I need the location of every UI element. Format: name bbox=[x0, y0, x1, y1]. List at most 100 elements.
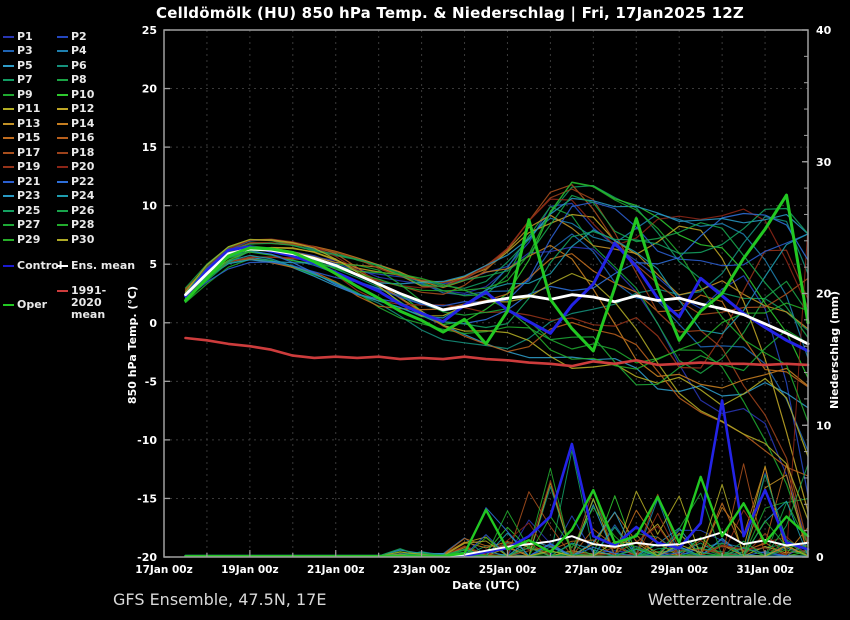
legend-item-climate-mean-color-dash bbox=[57, 290, 68, 292]
legend-panel: P1 P2 P3 P4 P5 P6 P7 P8 P9 P10 P11 P12 P13 P14 P15 P16 P… bbox=[3, 0, 135, 330]
ytick-left-20: 20 bbox=[142, 83, 158, 96]
legend-item-p9-label: P9 bbox=[17, 87, 33, 101]
member-precip-P11 bbox=[185, 465, 809, 557]
ytick-left--10: -10 bbox=[137, 434, 157, 447]
member-temp-P22 bbox=[184, 212, 809, 325]
legend-item-climate-mean: 1991-2020 mean bbox=[57, 285, 135, 321]
legend-item-p22-color-dash bbox=[57, 180, 68, 183]
member-temp-P20 bbox=[184, 198, 809, 309]
xtick-23Jan-00z: 23Jan 00z bbox=[393, 564, 450, 576]
legend-item-p19-label: P19 bbox=[17, 160, 41, 173]
legend-item-p8-label: P8 bbox=[71, 73, 87, 86]
series-climate-mean-temp bbox=[184, 336, 810, 368]
legend-item-p28-label: P28 bbox=[71, 218, 95, 231]
legend-item-p20-label: P20 bbox=[71, 160, 95, 173]
legend-item-p24-color-dash bbox=[57, 195, 68, 197]
legend-item-climate-mean-label: 1991-2020 mean bbox=[71, 284, 107, 321]
legend-item-p2-label: P2 bbox=[71, 29, 87, 43]
ytick-left-25: 25 bbox=[142, 24, 157, 37]
legend-item-p6-label: P6 bbox=[71, 58, 87, 72]
legend-item-p9-color-dash bbox=[3, 93, 14, 96]
x-axis-title: Date (UTC) bbox=[452, 579, 520, 592]
legend-item-p1: P1 bbox=[3, 30, 33, 43]
legend-item-p26-label: P26 bbox=[71, 203, 95, 217]
member-temp-P30 bbox=[184, 238, 809, 521]
legend-item-p29-color-dash bbox=[3, 238, 14, 241]
legend-item-oper-label: Oper bbox=[17, 297, 48, 311]
legend-item-p30-label: P30 bbox=[71, 232, 95, 246]
legend-item-p2: P2 bbox=[57, 30, 87, 43]
legend-item-p8-color-dash bbox=[57, 79, 68, 81]
ytick-right-30: 30 bbox=[816, 156, 832, 169]
ytick-left-10: 10 bbox=[142, 200, 158, 213]
ytick-left-5: 5 bbox=[149, 258, 157, 271]
ytick-right-20: 20 bbox=[816, 288, 832, 301]
legend-item-p12-label: P12 bbox=[71, 102, 95, 115]
legend-item-p17: P17 bbox=[3, 146, 40, 159]
legend-item-p20: P20 bbox=[57, 161, 94, 174]
legend-item-p26-color-dash bbox=[57, 209, 68, 212]
member-precip-P26 bbox=[185, 463, 809, 557]
legend-item-p19-color-dash bbox=[3, 166, 14, 168]
legend-item-p7-label: P7 bbox=[17, 73, 33, 86]
legend-item-p12: P12 bbox=[57, 103, 94, 116]
legend-item-p2-color-dash bbox=[57, 35, 68, 38]
series-oper-precip bbox=[184, 475, 810, 558]
legend-item-p18: P18 bbox=[57, 146, 94, 159]
legend-item-p1-label: P1 bbox=[17, 29, 33, 43]
series-oper-temp bbox=[184, 193, 810, 353]
legend-item-p22-label: P22 bbox=[71, 174, 95, 188]
member-temp-P11 bbox=[184, 247, 809, 458]
ytick-right-10: 10 bbox=[816, 419, 832, 432]
y-axis-title-right: Niederschlag (mm) bbox=[828, 291, 841, 409]
legend-item-p27-label: P27 bbox=[17, 218, 41, 231]
legend-item-p26: P26 bbox=[57, 204, 94, 217]
legend-item-p14: P14 bbox=[57, 117, 94, 130]
legend-item-p16-color-dash bbox=[57, 137, 68, 139]
member-temp-P14 bbox=[184, 239, 809, 389]
legend-item-p10: P10 bbox=[57, 88, 94, 101]
legend-item-p20-color-dash bbox=[57, 166, 68, 168]
xtick-27Jan-00z: 27Jan 00z bbox=[565, 564, 622, 576]
legend-item-p13-label: P13 bbox=[17, 116, 41, 130]
xtick-29Jan-00z: 29Jan 00z bbox=[650, 564, 707, 576]
legend-item-p3: P3 bbox=[3, 45, 33, 58]
legend-item-p5-label: P5 bbox=[17, 58, 33, 72]
legend-item-p4-label: P4 bbox=[71, 44, 87, 57]
member-temp-P18 bbox=[184, 188, 809, 546]
xtick-17Jan-00z: 17Jan 00z bbox=[135, 564, 192, 576]
legend-item-control: Control bbox=[3, 259, 62, 272]
legend-item-p21-label: P21 bbox=[17, 174, 41, 188]
legend-item-p23-label: P23 bbox=[17, 189, 41, 202]
legend-item-p11-color-dash bbox=[3, 108, 14, 110]
legend-item-p18-label: P18 bbox=[71, 145, 95, 159]
ytick-right-40: 40 bbox=[816, 24, 832, 37]
legend-item-control-label: Control bbox=[17, 258, 63, 272]
legend-item-p25: P25 bbox=[3, 204, 40, 217]
legend-item-p7-color-dash bbox=[3, 79, 14, 81]
legend-item-p18-color-dash bbox=[57, 151, 68, 154]
legend-item-p3-color-dash bbox=[3, 50, 14, 52]
ytick-left--5: -5 bbox=[145, 375, 157, 388]
legend-item-oper-color-dash bbox=[3, 303, 14, 306]
legend-item-p28: P28 bbox=[57, 219, 94, 232]
legend-item-p25-label: P25 bbox=[17, 203, 41, 217]
legend-item-p16-label: P16 bbox=[71, 131, 95, 144]
legend-item-p27-color-dash bbox=[3, 224, 14, 226]
legend-item-p17-label: P17 bbox=[17, 145, 41, 159]
xtick-19Jan-00z: 19Jan 00z bbox=[221, 564, 278, 576]
legend-item-p27: P27 bbox=[3, 219, 40, 232]
legend-item-p21: P21 bbox=[3, 175, 40, 188]
legend-item-p29: P29 bbox=[3, 233, 40, 246]
legend-item-p19: P19 bbox=[3, 161, 40, 174]
legend-item-p25-color-dash bbox=[3, 209, 14, 212]
legend-item-p6-color-dash bbox=[57, 64, 68, 67]
legend-item-p14-label: P14 bbox=[71, 116, 95, 130]
legend-item-p10-color-dash bbox=[57, 93, 68, 96]
legend-item-p11: P11 bbox=[3, 103, 40, 116]
legend-item-p5: P5 bbox=[3, 59, 33, 72]
ytick-left--20: -20 bbox=[137, 551, 157, 564]
legend-item-control-color-dash bbox=[3, 264, 14, 267]
